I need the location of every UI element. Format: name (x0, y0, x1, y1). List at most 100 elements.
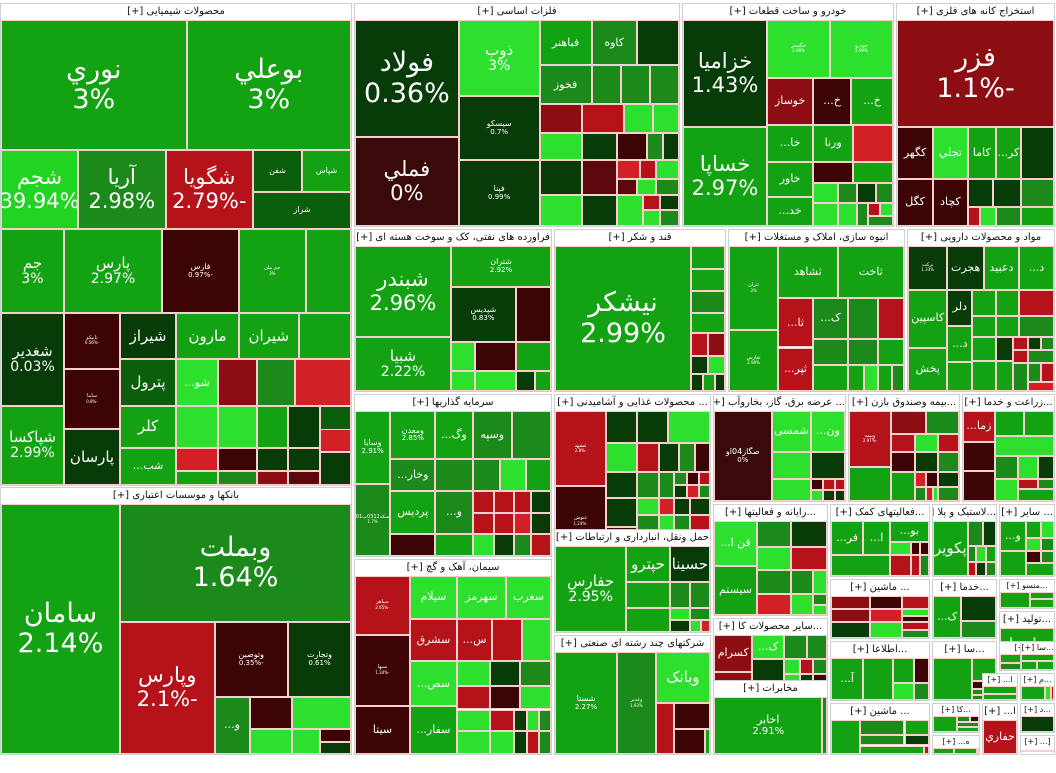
tile-blank[interactable] (848, 298, 878, 339)
tile-blank[interactable] (831, 720, 861, 754)
tile-base-metals-8[interactable]: فخوز (539, 65, 592, 105)
tile-blank[interactable] (1017, 456, 1038, 479)
tile-blank[interactable] (319, 452, 351, 485)
tile-blank[interactable] (813, 162, 854, 183)
tile-blank[interactable] (451, 341, 475, 371)
tile-blank[interactable] (689, 515, 710, 530)
tile-blank[interactable] (617, 195, 644, 226)
sector-cement[interactable]: سیمان، آهک و گچ [+] سپاهر -2.65% سبها -1.34%… (354, 559, 552, 755)
tile-blank[interactable] (1021, 207, 1054, 226)
tile-chemicals-17[interactable]: مارون (176, 312, 239, 360)
tile-blank[interactable] (435, 458, 473, 491)
tile-blank[interactable] (640, 160, 657, 179)
sector-rubber-plastic[interactable]: ...لاستیک و پلا [+] پکویر (932, 504, 997, 577)
tile-blank[interactable] (319, 429, 351, 453)
tile-blank[interactable] (714, 373, 725, 391)
tile-blank[interactable] (1041, 551, 1054, 564)
tile-blank[interactable] (891, 364, 904, 391)
sector-a-group-2[interactable]: ا... [+] (982, 673, 1018, 701)
tile-blank[interactable] (525, 458, 551, 491)
tile-computing-0[interactable]: فن ا... (714, 521, 757, 567)
tile-blank[interactable] (1021, 654, 1054, 662)
tile-blank[interactable] (956, 722, 979, 728)
tile-blank[interactable] (926, 411, 959, 435)
tile-blank[interactable] (669, 582, 690, 608)
tile-blank[interactable] (519, 686, 551, 710)
tile-chemicals-20[interactable]: پترول (120, 359, 176, 406)
tile-drilling-0[interactable]: حفاري (983, 720, 1017, 754)
tile-support-services-0[interactable]: فر... (831, 521, 864, 556)
tile-blank[interactable] (218, 447, 257, 472)
tile-blank[interactable] (515, 370, 536, 391)
tile-blank[interactable] (472, 490, 495, 513)
tile-blank[interactable] (456, 709, 491, 731)
tile-blank[interactable] (617, 178, 637, 196)
tile-blank[interactable] (456, 730, 491, 754)
tile-blank[interactable] (1027, 363, 1041, 383)
tile-base-metals-4[interactable]: فپنا 0.99% (458, 160, 540, 226)
tile-blank[interactable] (249, 696, 292, 729)
tile-other-products-1[interactable]: ک... (752, 635, 785, 660)
sector-banks[interactable]: بانکها و موسسات اعتباری [+] سامان 2.14% وبم… (0, 487, 352, 755)
tile-blank[interactable] (679, 442, 695, 472)
tile-blank[interactable] (390, 534, 436, 556)
tile-blank[interactable] (490, 661, 520, 687)
tile-rubber-plastic-0[interactable]: پکویر (933, 521, 968, 576)
tile-chemicals-15[interactable]: ساینا -0.8% (64, 368, 120, 430)
tile-blank[interactable] (784, 635, 807, 660)
tile-blank[interactable] (1037, 456, 1054, 479)
tile-blank[interactable] (686, 471, 700, 485)
tile-blank[interactable] (256, 405, 288, 448)
tile-blank[interactable] (813, 604, 827, 615)
tile-blank[interactable] (938, 486, 959, 501)
tile-blank[interactable] (901, 609, 929, 616)
tile-blank[interactable] (813, 203, 839, 226)
tile-blank[interactable] (877, 364, 892, 391)
tile-blank[interactable] (831, 596, 871, 610)
tile-blank[interactable] (972, 315, 996, 338)
tile-blank[interactable] (806, 635, 827, 660)
tile-blank[interactable] (1040, 337, 1054, 351)
sector-pharma[interactable]: مواد و محصولات دارویی [+] برکت 1.33% هجرت دع… (907, 229, 1055, 392)
tile-blank[interactable] (1013, 350, 1028, 364)
tile-blank[interactable] (901, 615, 929, 623)
tile-blank[interactable] (810, 451, 845, 479)
tile-automotive-10[interactable]: خاور (767, 162, 814, 198)
tile-blank[interactable] (513, 490, 532, 513)
tile-blank[interactable] (539, 160, 582, 196)
tile-blank[interactable] (915, 434, 939, 453)
tile-mining-2[interactable]: تجلي (933, 127, 968, 179)
tile-food-beverage-0[interactable]: غشهد -2.8% (555, 411, 607, 487)
tile-blank[interactable] (674, 471, 687, 485)
tile-blank[interactable] (813, 659, 827, 674)
tile-blank[interactable] (668, 411, 710, 443)
tile-blank[interactable] (531, 490, 551, 513)
tile-blank[interactable] (708, 333, 725, 357)
tile-blank[interactable] (669, 607, 690, 620)
tile-blank[interactable] (691, 269, 725, 291)
tile-blank[interactable] (176, 405, 218, 448)
tile-blank[interactable] (494, 512, 514, 535)
tile-blank[interactable] (867, 215, 893, 226)
tile-blank[interactable] (1021, 127, 1054, 179)
tile-blank[interactable] (656, 178, 679, 196)
tile-mining-3[interactable]: کاما (967, 127, 996, 179)
tile-real-estate-2[interactable]: ثشاهد (778, 246, 838, 299)
tile-chemicals-10[interactable]: فارس -0.97% (162, 229, 239, 313)
tile-blank[interactable] (926, 486, 933, 501)
tile-blank[interactable] (472, 458, 501, 491)
sector-information[interactable]: ...اطلاعا [+] آ... (830, 641, 930, 701)
tile-pharma-5[interactable]: دلر (947, 289, 973, 326)
tile-blank[interactable] (655, 703, 675, 754)
tile-blank[interactable] (860, 720, 905, 736)
tile-blank[interactable] (967, 521, 984, 546)
tile-chemicals-32[interactable]: پارسان (64, 429, 120, 485)
tile-blank[interactable] (1000, 551, 1026, 576)
tile-blank[interactable] (539, 133, 582, 161)
tile-blank[interactable] (963, 471, 995, 501)
tile-blank[interactable] (515, 341, 551, 371)
tile-blank[interactable] (288, 447, 320, 472)
tile-investments-11[interactable]: پردیس (390, 490, 436, 535)
sector-m-group[interactable]: ...م [+] (1020, 673, 1055, 701)
tile-blank[interactable] (813, 569, 827, 595)
